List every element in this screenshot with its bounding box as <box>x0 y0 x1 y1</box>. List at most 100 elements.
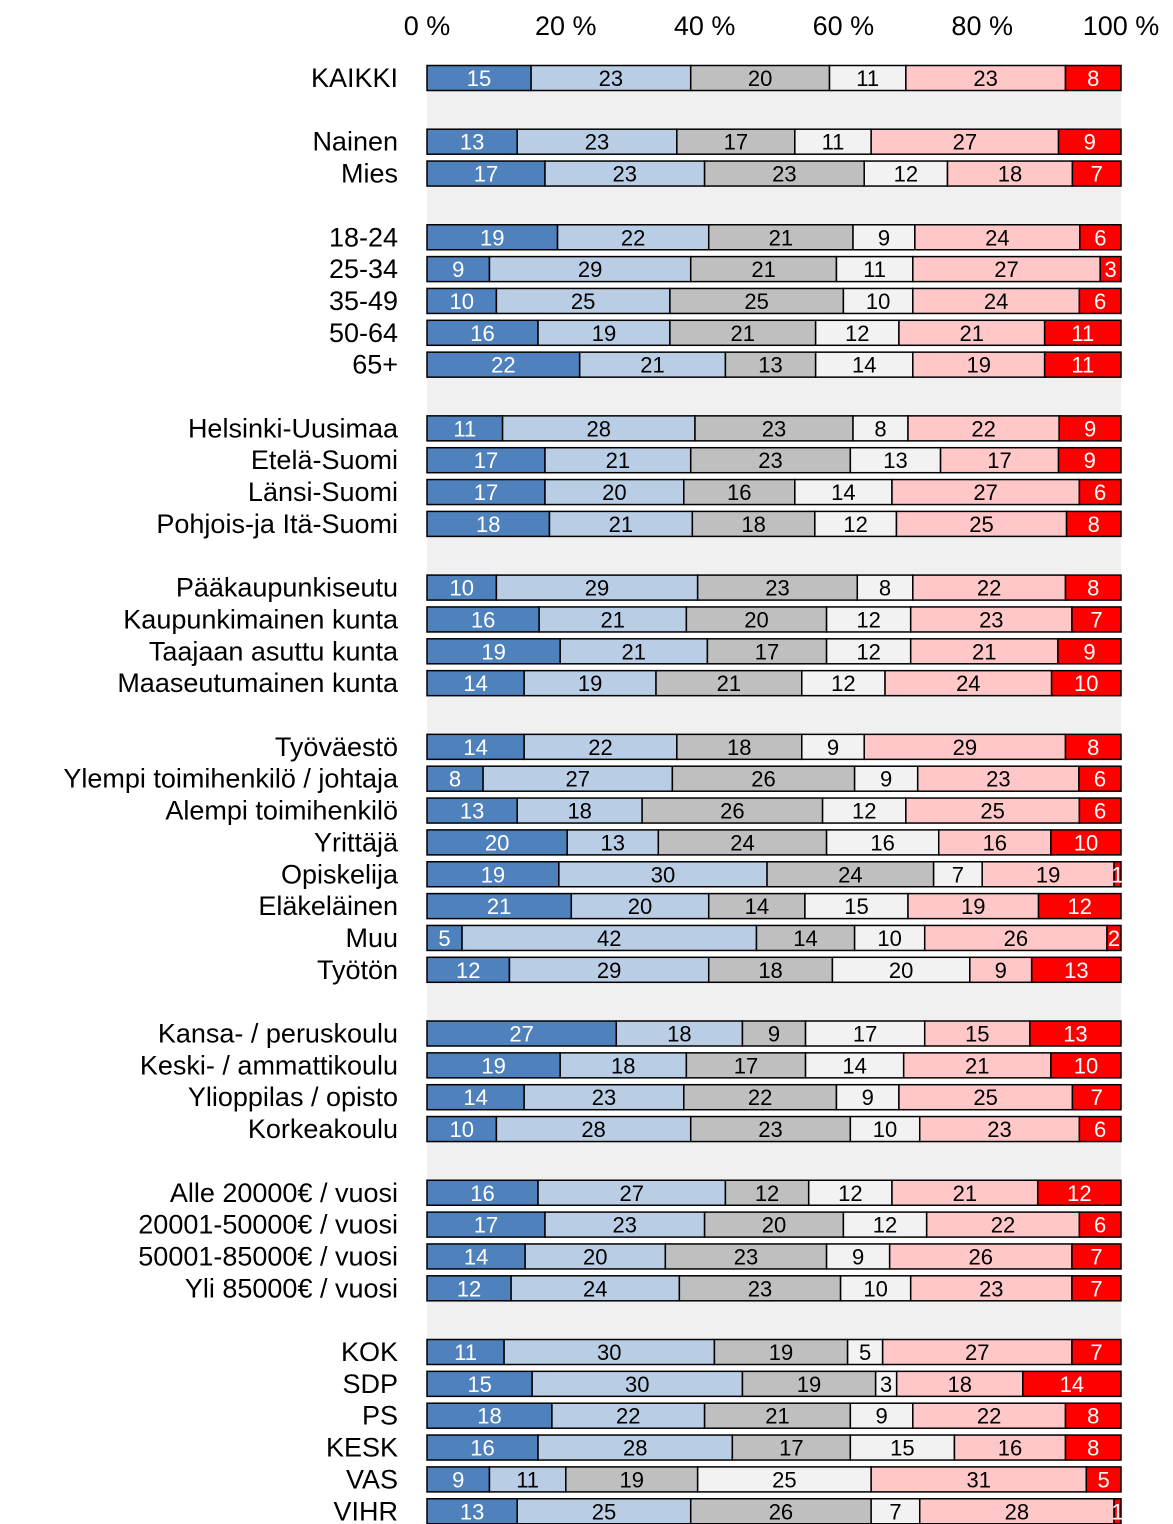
segment-value-label: 10 <box>449 289 473 314</box>
bar-segment <box>426 638 561 665</box>
bar-segment <box>544 446 692 474</box>
bar-segment <box>426 319 539 347</box>
segment-value-label: 22 <box>977 1404 1001 1429</box>
bar-segment <box>1078 478 1122 506</box>
bar-segment <box>510 1275 681 1302</box>
bar-segment <box>703 160 865 187</box>
bar-segment <box>426 669 525 697</box>
category-label: 50001-85000€ / vuosi <box>138 1241 398 1271</box>
bar-segment <box>523 1083 685 1111</box>
category-label: Yrittäjä <box>314 827 399 857</box>
category-label: VAS <box>346 1464 398 1494</box>
bar-row: 18 22 21 9 22 8 <box>426 1402 1122 1429</box>
bar-segment <box>669 319 817 347</box>
category-label: Nainen <box>312 127 398 157</box>
segment-value-label: 16 <box>470 1436 494 1461</box>
segment-value-label: 16 <box>998 1436 1022 1461</box>
bar-segment <box>1057 128 1122 155</box>
bar-row: 15 23 20 11 23 8 <box>426 64 1122 92</box>
bar-segment <box>426 861 560 888</box>
bar-row: 11 30 19 5 27 7 <box>426 1338 1122 1366</box>
segment-value-label: 20 <box>602 480 626 505</box>
segment-value-label: 17 <box>755 639 779 664</box>
x-tick-label: 20 % <box>535 11 597 41</box>
category-label: Helsinki-Uusimaa <box>188 413 399 443</box>
segment-value-label: 9 <box>768 1022 780 1047</box>
bar-segment <box>657 829 828 856</box>
segment-value-label: 27 <box>973 480 997 505</box>
bar-segment <box>523 733 678 761</box>
segment-value-label: 14 <box>1060 1372 1084 1397</box>
segment-value-label: 10 <box>863 1276 887 1301</box>
bar-segment <box>804 1020 926 1047</box>
segment-value-label: 26 <box>969 1244 993 1269</box>
bar-row: 10 25 25 10 24 6 <box>426 287 1122 315</box>
segment-value-label: 15 <box>467 66 491 91</box>
bar-segment <box>713 1338 849 1366</box>
segment-value-label: 18 <box>476 512 500 537</box>
bar-row: 14 22 18 9 29 8 <box>426 733 1122 761</box>
segment-value-label: 19 <box>578 671 602 696</box>
segment-value-label: 21 <box>960 321 984 346</box>
category-label: Alle 20000€ / vuosi <box>170 1178 398 1208</box>
segment-value-label: 13 <box>460 130 484 155</box>
segment-value-label: 30 <box>651 862 675 887</box>
segment-value-label: 18 <box>477 1404 501 1429</box>
segment-value-label: 1 <box>1111 1499 1123 1524</box>
bar-segment <box>852 415 909 442</box>
segment-value-label: 12 <box>852 799 876 824</box>
bar-segment <box>932 861 983 888</box>
segment-value-label: 12 <box>873 1213 897 1238</box>
category-label: Maaseutumainen kunta <box>117 668 399 698</box>
segment-value-label: 22 <box>971 416 995 441</box>
bar-row: 11 28 23 8 22 9 <box>426 415 1122 442</box>
bar-segment <box>912 255 1101 283</box>
category-label: Korkeakoulu <box>248 1114 398 1144</box>
bar-segment <box>741 1370 877 1398</box>
category-label: 65+ <box>352 350 398 380</box>
bar-row: 14 19 21 12 24 10 <box>426 669 1122 697</box>
segment-value-label: 8 <box>1087 1404 1099 1429</box>
bar-segment <box>1078 1211 1122 1238</box>
segment-value-label: 17 <box>734 1053 758 1078</box>
bar-segment <box>923 924 1108 952</box>
bar-segment <box>426 287 498 315</box>
bar-segment <box>707 892 806 920</box>
category-label: Kaupunkimainen kunta <box>123 604 399 634</box>
category-label: Ylioppilas / opisto <box>188 1082 398 1112</box>
segment-value-label: 23 <box>734 1244 758 1269</box>
bar-row: 16 28 17 15 16 8 <box>426 1434 1122 1461</box>
bar-segment <box>1057 638 1122 665</box>
segment-value-label: 9 <box>862 1085 874 1110</box>
segment-value-label: 6 <box>1094 480 1106 505</box>
category-label: Yli 85000€ / vuosi <box>185 1273 398 1303</box>
category-label: Työtön <box>317 955 398 985</box>
segment-value-label: 23 <box>772 162 796 187</box>
segment-value-label: 20 <box>583 1244 607 1269</box>
bar-segment <box>804 892 909 920</box>
category-label: Länsi-Suomi <box>248 477 398 507</box>
bar-segment <box>849 1402 914 1429</box>
segment-value-label: 27 <box>565 767 589 792</box>
segment-value-label: 24 <box>583 1276 607 1301</box>
category-label: 18-24 <box>329 222 398 252</box>
bar-segment <box>689 255 838 283</box>
bar-row: 21 20 14 15 19 12 <box>426 892 1122 920</box>
segment-value-label: 19 <box>481 1053 505 1078</box>
bar-segment <box>1064 574 1122 601</box>
category-label: 50-64 <box>329 318 398 348</box>
segment-value-label: 23 <box>613 162 637 187</box>
segment-value-label: 12 <box>843 512 867 537</box>
bar-segment <box>703 1211 845 1238</box>
segment-value-label: 21 <box>606 448 630 473</box>
segment-value-label: 29 <box>585 576 609 601</box>
bar-segment <box>707 224 854 251</box>
segment-value-label: 25 <box>744 289 768 314</box>
bar-segment <box>1058 415 1122 442</box>
bar-segment <box>678 1275 842 1302</box>
bar-row: 15 30 19 3 18 14 <box>426 1370 1122 1398</box>
bar-row: 17 23 23 12 18 7 <box>426 160 1122 187</box>
bar-segment <box>898 1083 1074 1111</box>
segment-value-label: 26 <box>720 799 744 824</box>
bar-segment <box>426 797 518 824</box>
